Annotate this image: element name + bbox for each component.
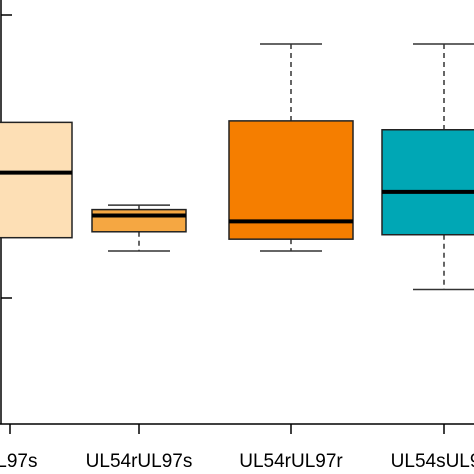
box-UL97s: [0, 121, 73, 239]
x-tick-label-UL97s: UL97s: [0, 451, 37, 472]
box-UL54rUL97r: [228, 43, 354, 252]
boxes-layer: [0, 43, 474, 291]
x-axis: UL97s UL54rUL97s UL54rUL97r UL54sUL97r: [0, 424, 474, 472]
x-tick-label-UL54rUL97s: UL54rUL97s: [86, 451, 193, 472]
box-UL54sUL97r: [381, 43, 474, 291]
box-UL54rUL97s: [91, 204, 187, 252]
box-body-UL54rUL97s: [91, 208, 187, 233]
box-body-UL54sUL97r: [381, 129, 474, 236]
box-body-UL97s: [0, 121, 73, 239]
x-tick-label-UL54sUL97r: UL54sUL97r: [391, 451, 474, 472]
x-tick-label-UL54rUL97r: UL54rUL97r: [239, 451, 343, 472]
